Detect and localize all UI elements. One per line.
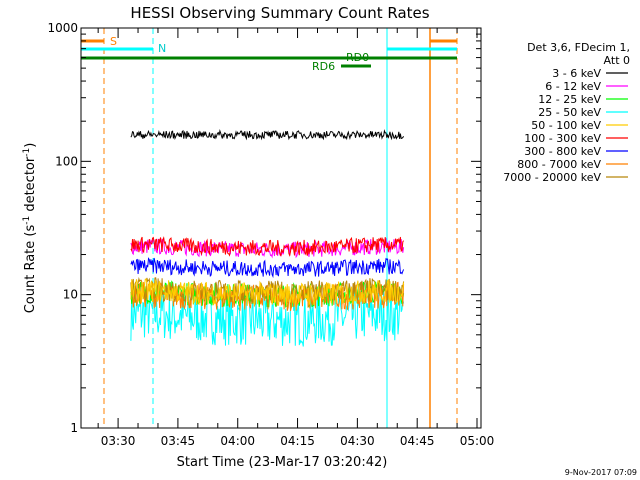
y-tick-label: 1 xyxy=(70,421,78,435)
rd0-label: RD0 xyxy=(346,51,369,64)
x-tick-label: 04:45 xyxy=(400,434,435,448)
series-layer xyxy=(130,128,405,347)
y-axis-label: Count Rate (s-1 detector-1) xyxy=(22,143,38,314)
legend-item-label: 300 - 800 keV xyxy=(524,145,601,158)
legend-item-label: 7000 - 20000 keV xyxy=(503,171,601,184)
legend-item-label: 50 - 100 keV xyxy=(531,119,601,132)
saa-label: S xyxy=(110,35,117,48)
footer-date: 9-Nov-2017 07:09 xyxy=(565,468,637,477)
x-tick-label: 03:45 xyxy=(161,434,196,448)
x-tick-label: 03:30 xyxy=(101,434,136,448)
y-tick-label: 10 xyxy=(63,288,78,302)
x-tick-label: 05:00 xyxy=(460,434,495,448)
series-line xyxy=(130,236,405,257)
annotation-bars: S N RD0 RD6 xyxy=(81,35,457,73)
marker-lines xyxy=(103,28,458,428)
series-line xyxy=(130,257,405,279)
series-line xyxy=(130,281,405,312)
night-label: N xyxy=(158,42,166,55)
y-tick-label: 1000 xyxy=(47,21,78,35)
y-axis: 1 10 100 1000 xyxy=(47,21,481,435)
series-line xyxy=(130,128,405,141)
x-tick-label: 04:30 xyxy=(340,434,375,448)
rd6-label: RD6 xyxy=(312,60,335,73)
plot-frame xyxy=(80,27,482,429)
x-axis: 03:30 03:45 04:00 04:15 04:30 04:45 05:00 xyxy=(97,28,495,448)
series-line xyxy=(130,276,405,305)
legend-item-label: 800 - 7000 keV xyxy=(517,158,601,171)
legend-item-label: 12 - 25 keV xyxy=(538,93,601,106)
x-tick-label: 04:15 xyxy=(280,434,315,448)
legend-item-label: 100 - 300 keV xyxy=(524,132,601,145)
series-line xyxy=(130,278,405,307)
legend-item-label: 3 - 6 keV xyxy=(552,67,601,80)
chart-title: HESSI Observing Summary Count Rates xyxy=(130,4,429,22)
legend-item-label: 25 - 50 keV xyxy=(538,106,601,119)
legend-header-line1: Det 3,6, FDecim 1, xyxy=(527,41,630,54)
x-axis-label: Start Time (23-Mar-17 03:20:42) xyxy=(177,455,388,470)
x-tick-label: 04:00 xyxy=(220,434,255,448)
legend-header-line2: Att 0 xyxy=(604,54,630,67)
y-tick-label: 100 xyxy=(55,154,78,168)
legend-item-label: 6 - 12 keV xyxy=(545,80,601,93)
